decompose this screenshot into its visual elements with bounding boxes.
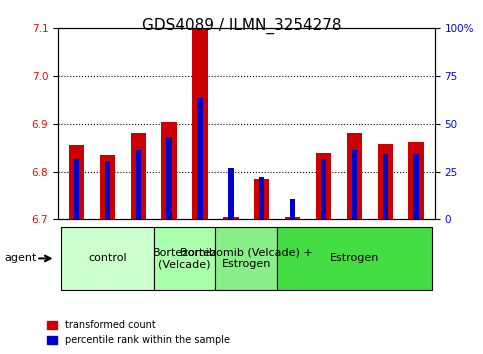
Text: agent: agent (5, 253, 37, 263)
FancyBboxPatch shape (215, 227, 277, 290)
Bar (259, 177, 265, 219)
Bar (136, 150, 141, 219)
Bar (192, 28, 208, 219)
Bar (228, 168, 234, 219)
Text: GDS4089 / ILMN_3254278: GDS4089 / ILMN_3254278 (142, 18, 341, 34)
Text: Estrogen: Estrogen (330, 253, 379, 263)
Bar (254, 179, 270, 219)
Bar (383, 154, 388, 219)
Bar (99, 155, 115, 219)
Text: control: control (88, 253, 127, 263)
Bar (316, 153, 331, 219)
Bar (167, 137, 172, 219)
Bar (105, 161, 110, 219)
Bar (74, 159, 79, 219)
FancyBboxPatch shape (277, 227, 432, 290)
FancyBboxPatch shape (61, 227, 154, 290)
Bar (347, 132, 362, 219)
FancyBboxPatch shape (154, 227, 215, 290)
Bar (352, 150, 357, 219)
Bar (285, 217, 300, 219)
Text: Bortezomib (Velcade) +
Estrogen: Bortezomib (Velcade) + Estrogen (180, 247, 313, 269)
Bar (198, 98, 203, 219)
Text: Bortezomib
(Velcade): Bortezomib (Velcade) (153, 247, 216, 269)
Bar (413, 154, 419, 219)
Bar (378, 144, 393, 219)
Bar (223, 217, 239, 219)
Legend: transformed count, percentile rank within the sample: transformed count, percentile rank withi… (43, 316, 234, 349)
Bar (69, 145, 84, 219)
Bar (321, 159, 326, 219)
Bar (409, 142, 424, 219)
Bar (161, 121, 177, 219)
Bar (130, 132, 146, 219)
Bar (290, 199, 295, 219)
